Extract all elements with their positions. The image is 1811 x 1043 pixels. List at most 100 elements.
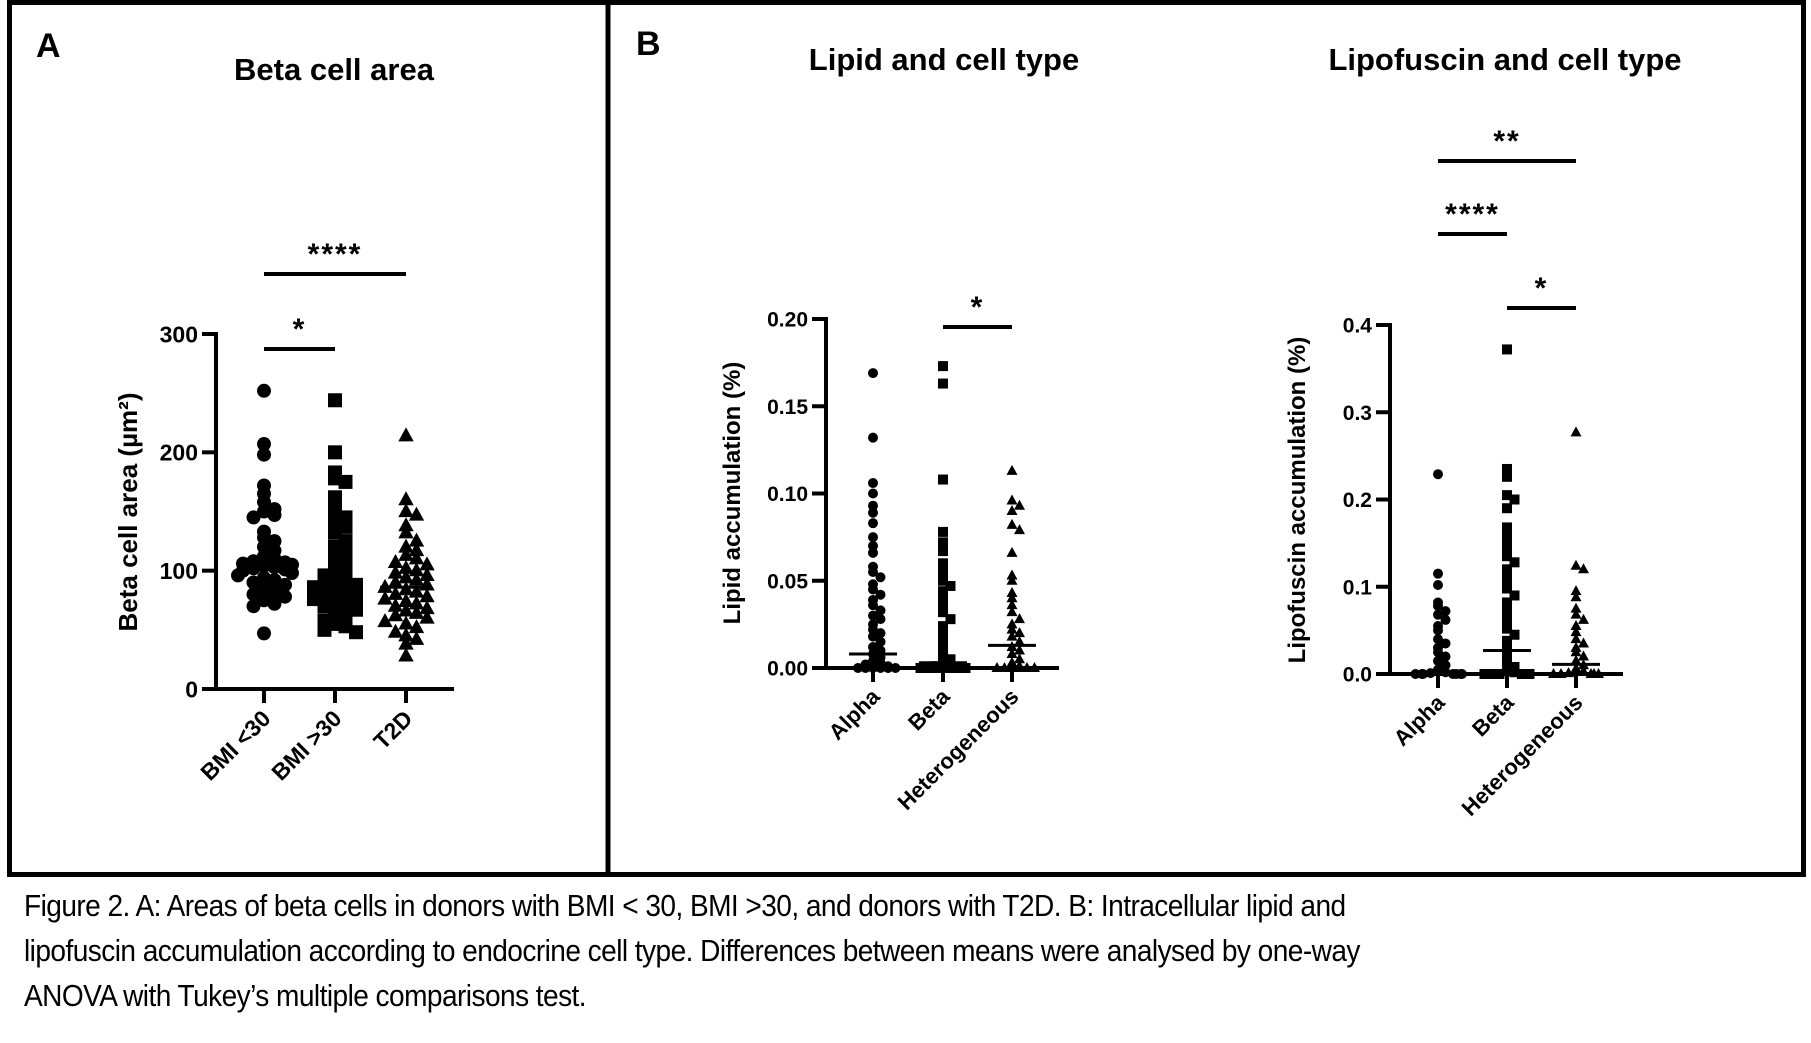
x-tick-label: BMI >30 [266, 705, 346, 785]
data-point-triangle [1014, 627, 1025, 638]
data-point-square [1509, 557, 1520, 568]
data-point-triangle [408, 619, 425, 634]
data-point-triangle [1570, 602, 1582, 613]
data-point-circle [868, 663, 878, 673]
y-tick-label: 0.20 [767, 309, 808, 332]
data-point-square [938, 628, 948, 639]
data-point-circle [1440, 638, 1451, 649]
data-series-alpha [853, 368, 901, 673]
data-point-triangle [1014, 613, 1025, 624]
y-axis-label: Lipofuscin accumulation (%) [1284, 337, 1311, 664]
significance-label: * [293, 313, 307, 346]
data-point-circle [868, 631, 878, 642]
data-point-circle [868, 610, 878, 621]
data-point-triangle [408, 506, 425, 521]
data-point-triangle [377, 590, 393, 605]
data-point-triangle [1006, 546, 1018, 557]
data-point-square [1502, 490, 1512, 501]
data-point-circle [875, 636, 886, 647]
data-point-circle [278, 589, 292, 604]
data-point-triangle [991, 662, 1003, 672]
data-point-triangle [408, 550, 425, 565]
data-point-circle [868, 478, 878, 489]
data-point-circle [868, 432, 878, 443]
data-point-square [328, 445, 342, 460]
data-point-circle [246, 587, 261, 602]
chart-lipofuscin-cell-type: Lipofuscin and cell type Lipofuscin accum… [1284, 42, 1682, 821]
data-point-triangle [398, 546, 414, 561]
data-point-triangle [1570, 608, 1582, 619]
y-tick-label: 0.05 [767, 570, 808, 593]
data-point-triangle [999, 662, 1010, 672]
data-point-square [1502, 529, 1512, 540]
y-tick-label: 0.2 [1343, 489, 1372, 512]
data-point-triangle [398, 503, 414, 518]
data-point-triangle [1570, 662, 1582, 673]
data-point-circle [868, 656, 878, 667]
significance-label: ** [1493, 125, 1520, 158]
data-point-circle [875, 628, 886, 639]
data-point-triangle [398, 635, 414, 650]
data-point-circle [267, 584, 282, 599]
data-point-triangle [1006, 630, 1018, 641]
data-point-triangle [1588, 668, 1600, 678]
data-point-circle [1440, 651, 1451, 662]
data-point-square [938, 635, 948, 646]
data-point-square [938, 600, 948, 611]
data-point-square [1509, 662, 1520, 673]
data-point-square [1502, 583, 1512, 594]
caption-line: lipofuscin accumulation according to end… [24, 934, 1360, 968]
chart-beta-cell-area: Beta cell area Beta cell area (µm²) 0 100 20… [113, 52, 454, 785]
data-point-triangle [398, 559, 414, 574]
data-point-square [956, 663, 966, 673]
data-point-square [1502, 623, 1512, 634]
data-point-square [338, 474, 353, 489]
data-point-circle [853, 663, 863, 673]
data-point-triangle [1570, 620, 1582, 631]
data-point-circle [1440, 606, 1451, 617]
data-point-triangle [419, 588, 435, 603]
data-point-square [938, 378, 948, 389]
data-point-circle [890, 663, 901, 673]
significance-label: * [971, 291, 985, 324]
data-point-triangle [1006, 648, 1018, 659]
data-point-triangle [1578, 637, 1589, 648]
data-point-circle [1457, 669, 1467, 679]
data-point-triangle [1570, 585, 1582, 596]
data-point-triangle [387, 585, 404, 600]
data-point-circle [257, 437, 271, 452]
figure-frame [7, 0, 1806, 877]
y-tick-label: 200 [160, 440, 198, 466]
x-tick-label: Beta [1467, 689, 1519, 741]
data-point-triangle [1006, 623, 1018, 634]
data-point-square [1509, 629, 1520, 640]
data-point-triangle [398, 427, 414, 442]
data-point-circle [231, 568, 245, 583]
data-point-circle [278, 577, 292, 592]
data-point-triangle [398, 602, 414, 617]
data-point-triangle [1570, 559, 1582, 570]
data-point-circle [257, 504, 271, 519]
data-point-triangle [1006, 494, 1018, 505]
data-point-triangle [419, 556, 435, 571]
data-point-circle [875, 614, 886, 625]
data-point-triangle [1006, 662, 1018, 672]
data-point-triangle [398, 538, 414, 553]
data-point-circle [1417, 669, 1427, 679]
data-point-circle [267, 508, 282, 523]
data-point-triangle [1006, 504, 1018, 515]
data-point-triangle [377, 613, 393, 628]
x-tick-label: Beta [903, 683, 955, 735]
data-point-circle [875, 589, 886, 600]
data-point-square [1509, 667, 1520, 678]
y-tick-label: 0.3 [1343, 402, 1372, 425]
data-point-circle [1433, 634, 1443, 645]
significance-label: * [1535, 272, 1549, 305]
data-point-circle [883, 663, 893, 673]
data-point-circle [868, 507, 878, 518]
data-point-triangle [1548, 668, 1559, 678]
data-point-circle [257, 626, 271, 641]
data-point-triangle [387, 564, 404, 579]
data-point-triangle [1014, 644, 1025, 655]
